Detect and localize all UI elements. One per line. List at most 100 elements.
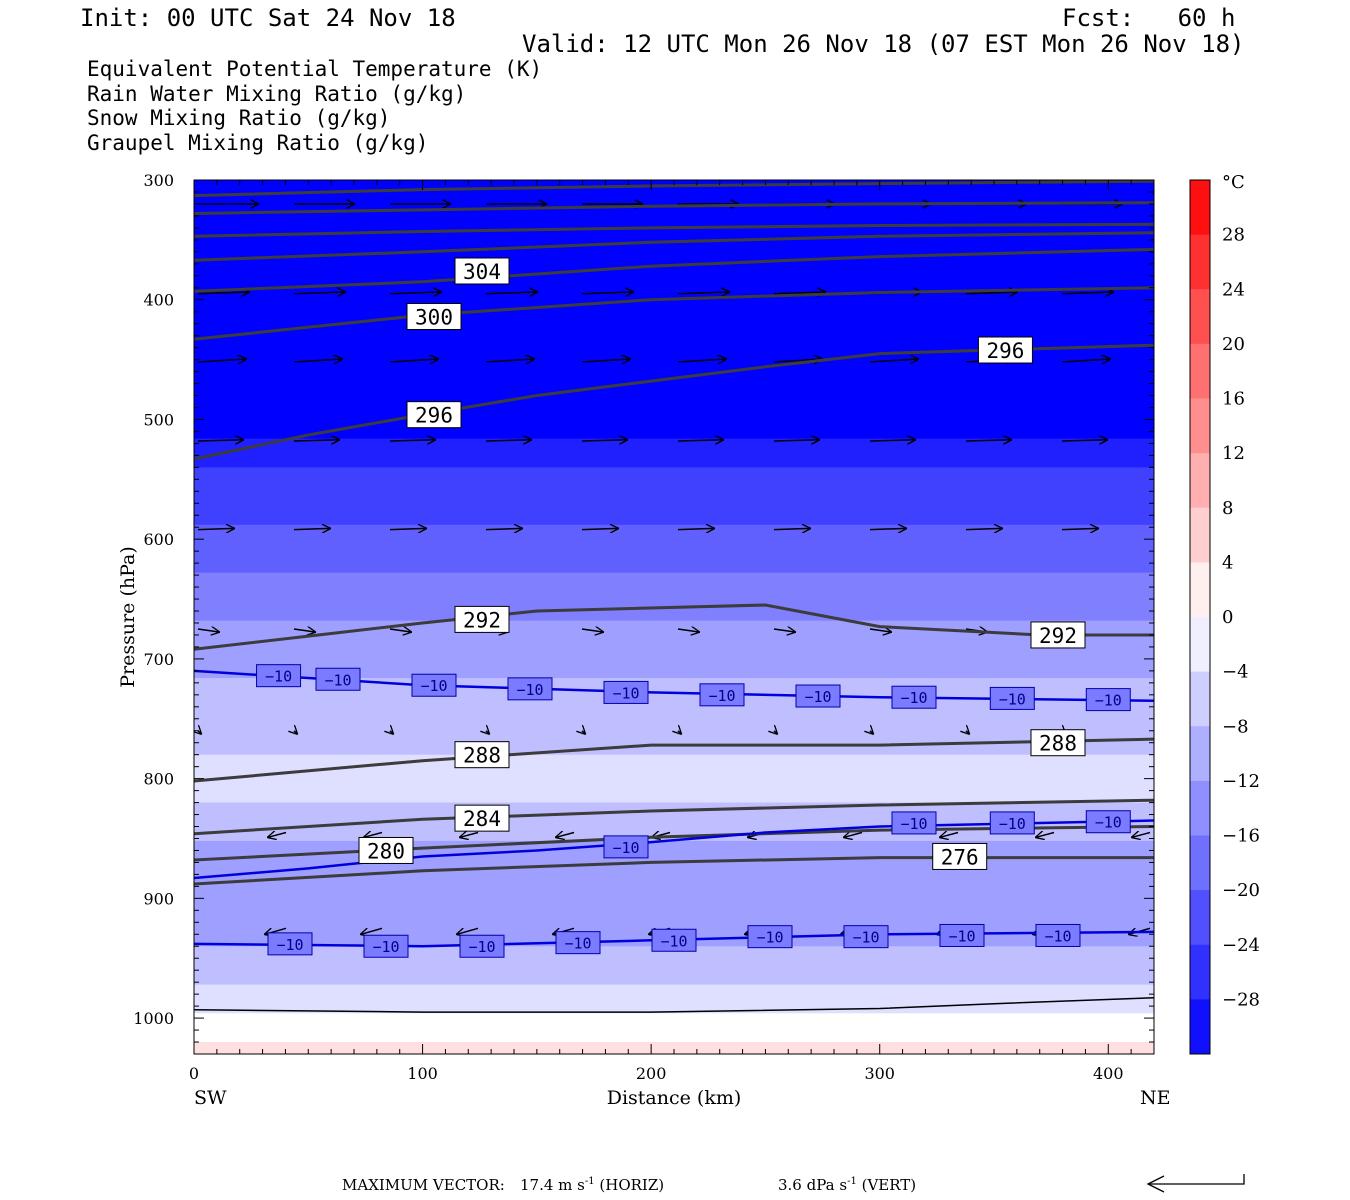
colorbar-tick-label: 4 xyxy=(1222,552,1233,573)
wind-vector xyxy=(677,629,699,632)
wind-vector xyxy=(677,440,723,441)
surface-line xyxy=(194,996,1154,1013)
temperature-label-box xyxy=(315,667,361,691)
temperature-label-text: −10 xyxy=(516,681,543,699)
temperature-band xyxy=(194,323,1154,334)
temperature-label: −10 xyxy=(747,925,793,949)
wind-vector xyxy=(197,629,219,632)
temperature-band xyxy=(194,620,1154,631)
wind-vector xyxy=(965,528,1002,529)
temperature-label: −10 xyxy=(939,923,985,947)
temperature-label-box xyxy=(651,928,697,952)
wind-vector xyxy=(1036,833,1055,838)
theta-e-label: 300 xyxy=(406,302,462,330)
temperature-label-box xyxy=(699,683,745,707)
y-tick-label: 600 xyxy=(143,530,174,549)
theta-e-label-text: 296 xyxy=(415,404,453,428)
theta-e-label-text: 276 xyxy=(941,845,979,869)
wind-vector xyxy=(581,292,633,294)
temperature-label-box xyxy=(747,925,793,949)
colorbar-swatch xyxy=(1190,780,1210,836)
temperature-band xyxy=(194,984,1154,995)
temperature-band xyxy=(194,668,1154,679)
wind-vector xyxy=(869,359,918,362)
theta-e-label-text: 292 xyxy=(463,608,501,632)
temperature-band xyxy=(194,591,1154,603)
temperature-label-box xyxy=(939,923,985,947)
theta-e-label-text: 300 xyxy=(415,305,453,329)
colorbar-swatch xyxy=(1190,180,1210,236)
theta-e-label-box xyxy=(977,336,1033,364)
wind-vector xyxy=(457,927,479,934)
temperature-band xyxy=(194,907,1154,919)
wind-vector xyxy=(965,440,1011,441)
temperature-band xyxy=(194,543,1154,555)
wind-vector xyxy=(197,292,249,294)
y-tick-label: 1000 xyxy=(133,1009,174,1028)
temperature-band xyxy=(194,553,1154,564)
temperature-label-text: −10 xyxy=(900,815,927,833)
temperature-label-text: −10 xyxy=(612,839,639,857)
temperature-band xyxy=(194,381,1154,392)
wind-vector xyxy=(677,528,714,529)
wind-vector xyxy=(869,440,915,441)
temperature-label: −10 xyxy=(315,667,361,691)
temperature-label-box xyxy=(1085,810,1131,834)
temperature-band xyxy=(194,716,1154,727)
temperature-label-box xyxy=(891,811,937,835)
colorbar-tick-label: 20 xyxy=(1222,334,1245,355)
temperature-band xyxy=(194,429,1154,440)
contour-labels: −10 −10 −10 −10 −10 −10 −10 −10 −10 −10 −10 −10 −10 −… xyxy=(256,257,1131,958)
temperature-band xyxy=(194,1013,1154,1024)
temperature-band xyxy=(194,505,1154,516)
theta-e-contour xyxy=(194,286,1154,341)
horiz-exponent: -1 xyxy=(584,1176,595,1187)
vert-value: 3.6 dPa s xyxy=(778,1176,848,1194)
temperature-label-text: −10 xyxy=(756,929,783,947)
temperature-band xyxy=(194,361,1154,373)
temperature-label-box xyxy=(891,685,937,709)
temperature-band xyxy=(194,611,1154,622)
temperature-contour xyxy=(194,819,1154,880)
temperature-band xyxy=(194,534,1154,545)
wind-vector xyxy=(294,731,297,734)
temperature-band xyxy=(194,639,1154,650)
theta-e-label-box xyxy=(932,842,988,870)
temperature-band xyxy=(194,630,1154,641)
colorbar-tick-label: 28 xyxy=(1222,225,1245,246)
temperature-band xyxy=(194,850,1154,861)
temperature-label-text: −10 xyxy=(324,671,351,689)
temperature-band xyxy=(194,218,1154,229)
temperature-band xyxy=(194,974,1154,986)
temperature-band xyxy=(194,917,1154,928)
temperature-band xyxy=(194,725,1154,737)
temperature-band xyxy=(194,409,1154,421)
theta-e-label: 284 xyxy=(454,804,510,832)
wind-vector xyxy=(268,833,287,838)
theta-e-label-text: 280 xyxy=(367,839,405,863)
wind-vector xyxy=(389,440,435,441)
temperature-label: −10 xyxy=(1035,923,1081,947)
temperature-band xyxy=(194,955,1154,967)
temperature-band xyxy=(194,582,1154,593)
temperature-band xyxy=(194,678,1154,689)
colorbar-swatch xyxy=(1190,453,1210,509)
temperature-band xyxy=(194,1022,1154,1034)
colorbar-swatch xyxy=(1190,289,1210,345)
valid-time: Valid: 12 UTC Mon 26 Nov 18 (07 EST Mon … xyxy=(522,30,1245,58)
wind-vector xyxy=(293,359,342,362)
temperature-band xyxy=(194,285,1154,296)
temperature-band xyxy=(194,821,1154,832)
theta-e-label-box xyxy=(454,605,510,633)
wind-vector xyxy=(869,528,906,529)
theta-e-label-text: 296 xyxy=(986,339,1024,363)
theta-e-label-text: 288 xyxy=(1039,732,1077,756)
wind-vector xyxy=(869,629,891,632)
theta-e-label: 292 xyxy=(1030,621,1086,649)
theta-e-label-box xyxy=(406,302,462,330)
colorbar-tick-label: 0 xyxy=(1222,607,1233,628)
theta-e-label: 296 xyxy=(977,336,1033,364)
colorbar: 28 24 20 16 12 8 4 0 −4 −8 −12 −16 −20 −24 −28 xyxy=(1189,179,1260,1055)
colorbar-swatch xyxy=(1190,234,1210,290)
temperature-band xyxy=(194,515,1154,526)
